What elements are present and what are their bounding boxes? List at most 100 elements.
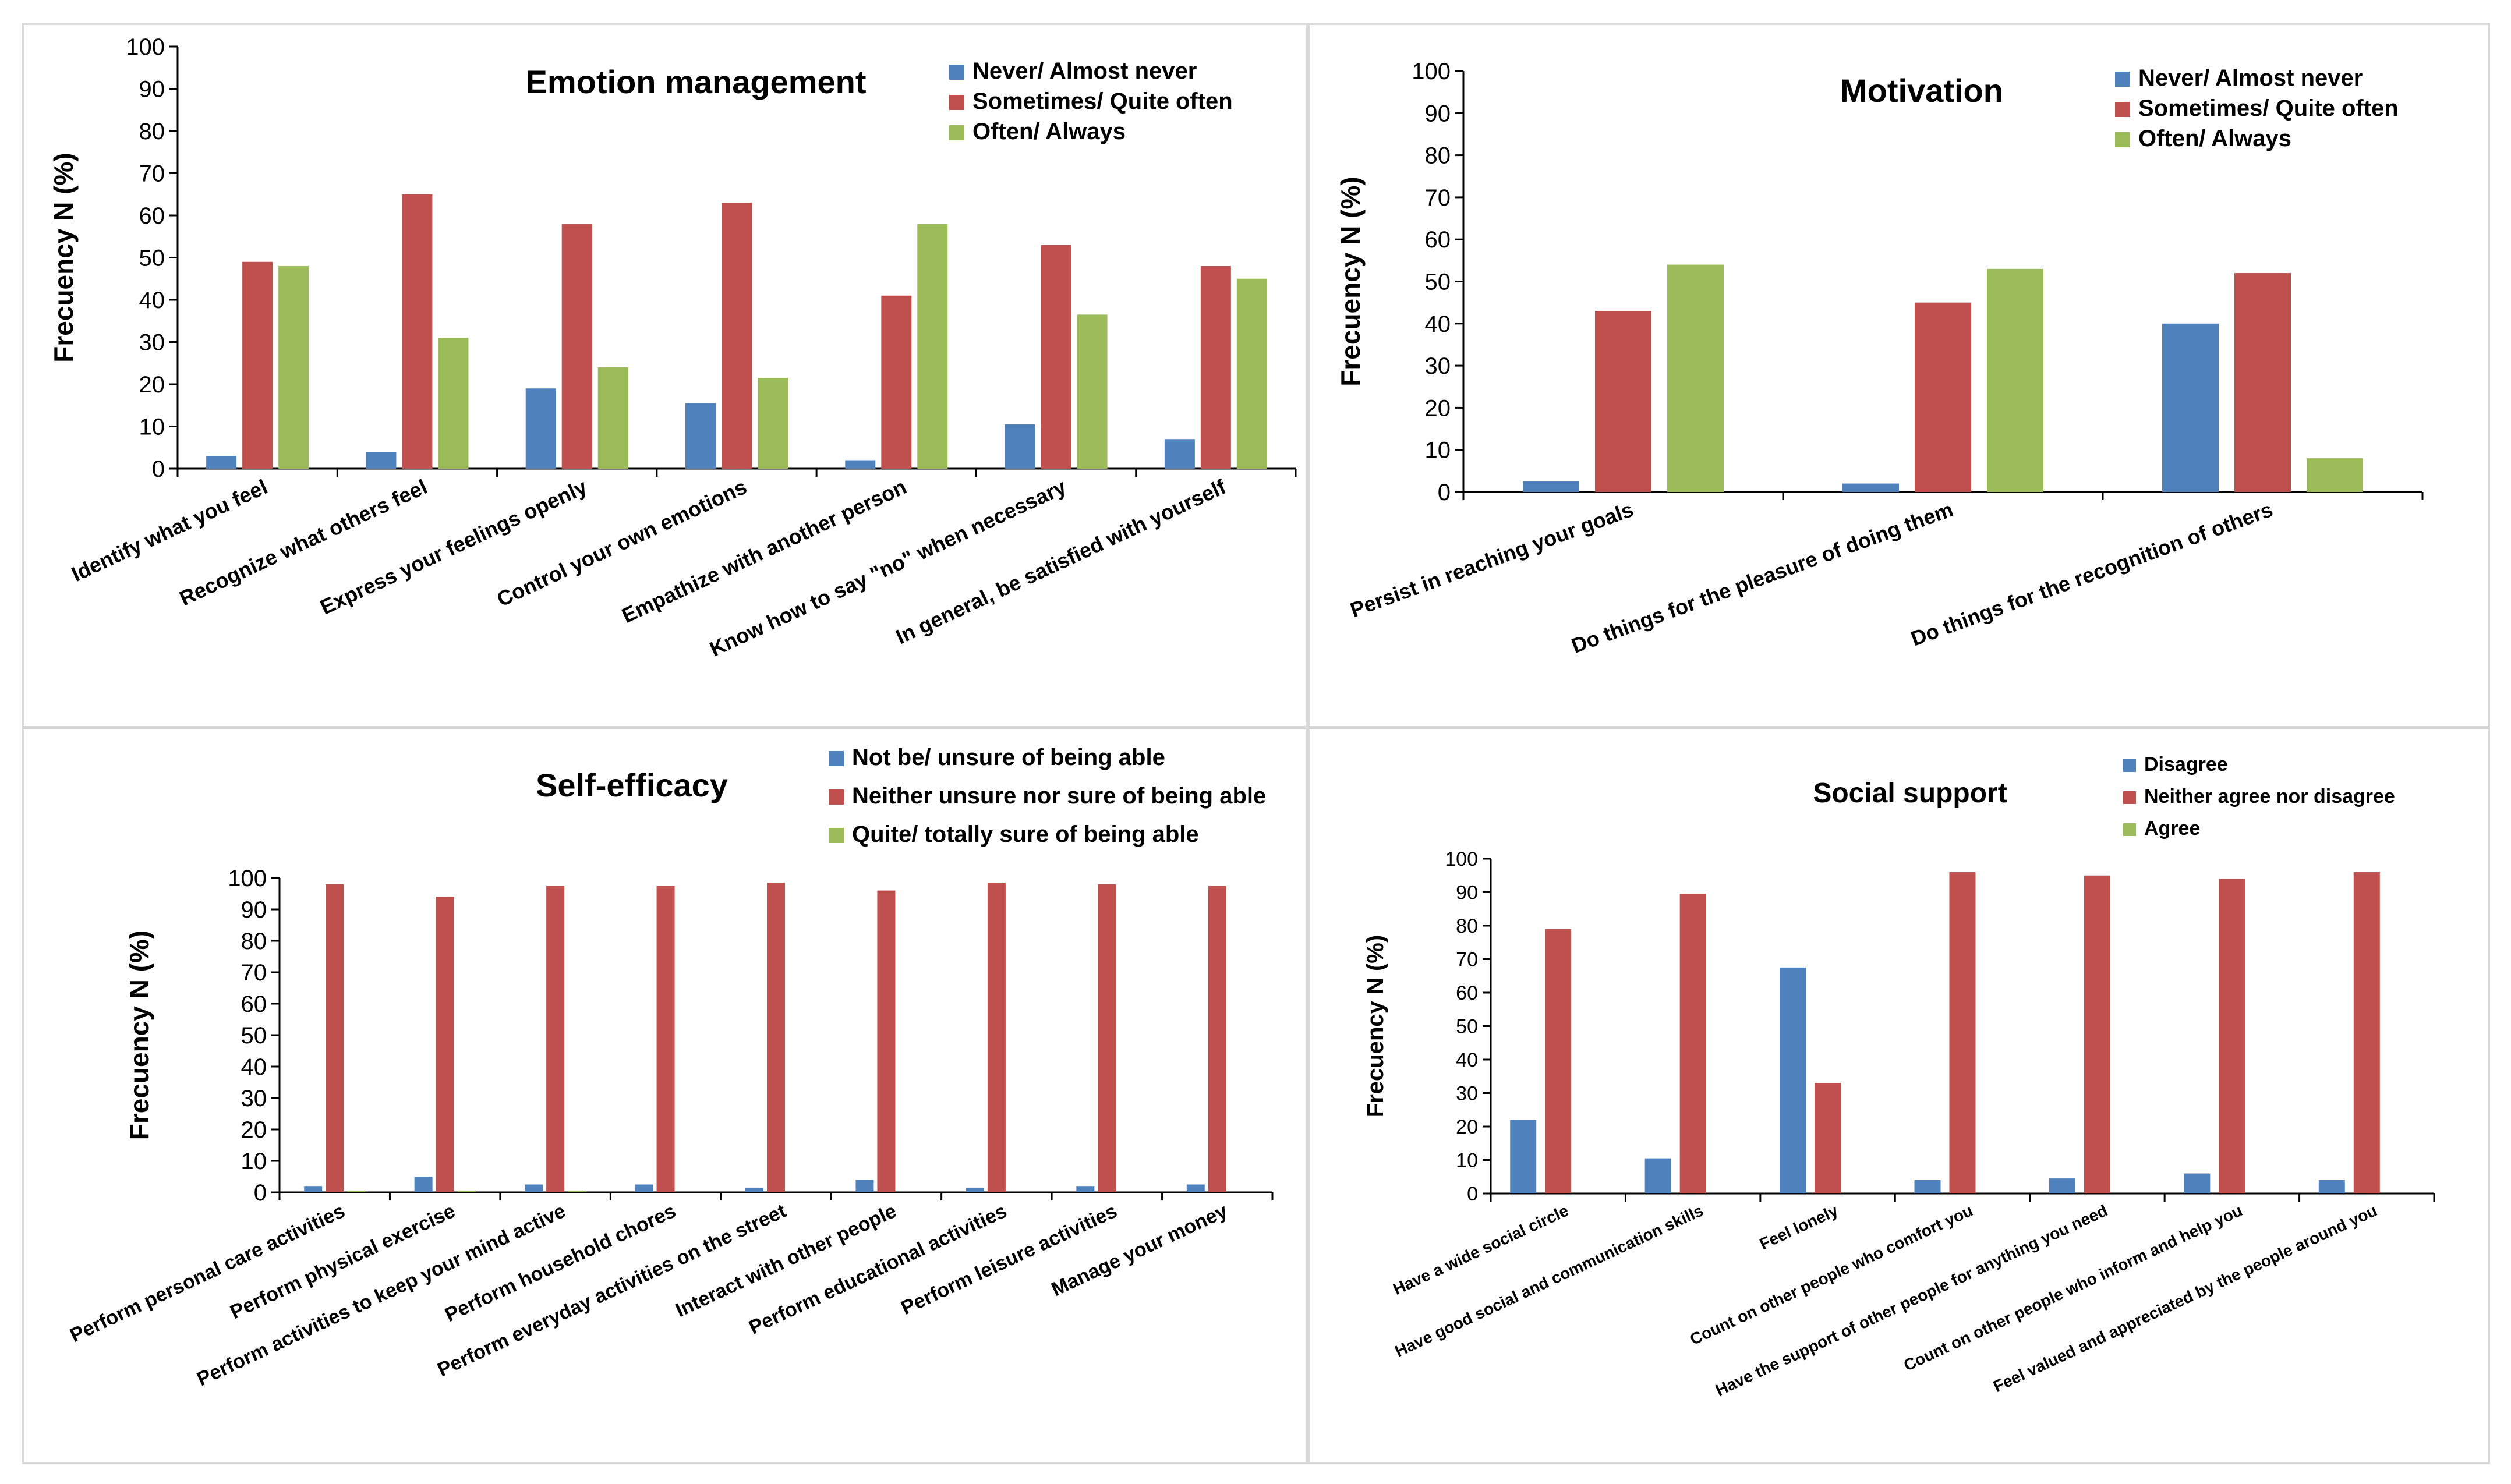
bar-2-2-0 (347, 1191, 366, 1192)
legend-label: Often/ Always (2138, 126, 2291, 151)
chart-title: Self-efficacy (536, 767, 728, 803)
bar-2-1-2 (546, 886, 565, 1192)
y-tick-label: 40 (1456, 1049, 1478, 1071)
bar-0-1-3 (722, 203, 752, 469)
y-tick-label: 60 (1456, 982, 1478, 1004)
bar-0-2-6 (1236, 278, 1267, 469)
legend-label: Often/ Always (972, 119, 1126, 144)
bar-1-0-0 (1523, 481, 1579, 492)
bar-3-0-0 (1510, 1120, 1537, 1193)
y-tick-label: 0 (1438, 480, 1451, 505)
bar-0-1-2 (561, 224, 592, 469)
legend-swatch (829, 828, 844, 843)
y-tick-label: 50 (1456, 1015, 1478, 1037)
y-tick-label: 0 (254, 1180, 267, 1206)
x-category-label: Do things for the recognition of others (1908, 497, 2276, 651)
y-tick-label: 90 (1456, 881, 1478, 904)
bar-3-0-2 (1780, 967, 1806, 1193)
bar-3-1-4 (2084, 875, 2110, 1193)
bar-2-0-1 (414, 1177, 433, 1192)
bar-3-0-1 (1644, 1158, 1671, 1193)
legend-swatch (829, 751, 844, 766)
y-axis-title: Frecuency N (%) (1363, 935, 1388, 1117)
bar-0-0-5 (1005, 424, 1035, 469)
y-tick-label: 80 (1425, 143, 1451, 169)
bar-0-0-1 (366, 452, 397, 469)
legend-label: Quite/ totally sure of being able (852, 821, 1199, 847)
y-tick-label: 30 (139, 330, 165, 356)
bar-3-1-2 (1815, 1083, 1841, 1193)
bar-2-0-0 (304, 1186, 323, 1192)
legend-swatch (2115, 102, 2130, 117)
bar-2-0-6 (966, 1187, 984, 1192)
y-tick-label: 80 (1456, 915, 1478, 937)
legend-label: Never/ Almost never (972, 58, 1197, 84)
bar-3-1-3 (1949, 872, 1976, 1193)
bar-1-2-0 (1667, 264, 1724, 492)
bar-3-0-5 (2184, 1173, 2211, 1193)
bar-1-1-2 (2234, 273, 2291, 492)
x-category-label: Express your feelings openly (316, 474, 590, 619)
bar-2-1-8 (1208, 886, 1226, 1192)
y-axis-title: Frecuency N (%) (124, 930, 154, 1140)
bar-2-0-8 (1186, 1184, 1205, 1192)
x-category-label: Recognize what others feel (176, 474, 431, 610)
bar-2-1-7 (1098, 884, 1116, 1192)
bar-3-1-5 (2219, 879, 2245, 1193)
y-tick-label: 30 (241, 1086, 267, 1111)
legend-swatch (829, 789, 844, 805)
bar-1-1-1 (1915, 302, 1971, 492)
y-tick-label: 30 (1456, 1082, 1478, 1104)
y-tick-label: 80 (139, 119, 165, 144)
bar-0-0-0 (206, 456, 237, 469)
bar-1-2-1 (1987, 268, 2043, 492)
legend-swatch (2115, 132, 2130, 147)
bar-2-1-3 (656, 886, 675, 1192)
y-tick-label: 40 (241, 1054, 267, 1080)
y-axis-title: Frecuency N (%) (1335, 176, 1366, 386)
y-tick-label: 30 (1425, 353, 1451, 379)
bar-0-0-4 (845, 460, 876, 469)
legend-label: Disagree (2144, 753, 2228, 775)
legend-label: Neither agree nor disagree (2144, 785, 2395, 807)
y-tick-label: 100 (1445, 848, 1478, 870)
bar-2-0-2 (525, 1184, 543, 1192)
bar-0-1-0 (242, 261, 273, 469)
legend-label: Never/ Almost never (2138, 65, 2363, 91)
chart-title: Emotion management (526, 63, 867, 100)
y-axis-title: Frecuency N (%) (48, 153, 79, 362)
bar-0-0-2 (525, 388, 556, 469)
legend-swatch (949, 125, 964, 140)
bar-1-1-0 (1595, 311, 1651, 492)
legend-swatch (2123, 759, 2136, 772)
y-tick-label: 80 (241, 929, 267, 954)
y-tick-label: 20 (139, 372, 165, 398)
x-category-label: In general, be satisfied with yourself (892, 474, 1230, 649)
bar-3-1-1 (1679, 894, 1706, 1193)
y-tick-label: 100 (1412, 59, 1451, 84)
x-category-label: Empathize with another person (618, 474, 910, 628)
y-tick-label: 50 (1425, 270, 1451, 295)
bar-0-0-6 (1164, 439, 1195, 469)
bar-2-1-5 (877, 890, 896, 1192)
y-tick-label: 100 (126, 34, 165, 60)
chart-title: Social support (1813, 778, 2007, 809)
bar-1-0-1 (1842, 483, 1899, 492)
y-tick-label: 0 (152, 456, 165, 482)
bar-0-0-3 (685, 403, 716, 469)
bar-3-0-4 (2049, 1178, 2075, 1193)
legend-swatch (2115, 72, 2130, 87)
bar-2-1-1 (436, 897, 454, 1192)
y-tick-label: 40 (1425, 311, 1451, 337)
bar-2-1-6 (987, 883, 1006, 1192)
y-tick-label: 20 (241, 1117, 267, 1143)
bar-2-1-0 (326, 884, 344, 1192)
y-tick-label: 20 (1456, 1116, 1478, 1138)
y-tick-label: 40 (139, 288, 165, 313)
x-category-label: Manage your money (1048, 1200, 1231, 1301)
y-tick-label: 10 (1425, 438, 1451, 463)
